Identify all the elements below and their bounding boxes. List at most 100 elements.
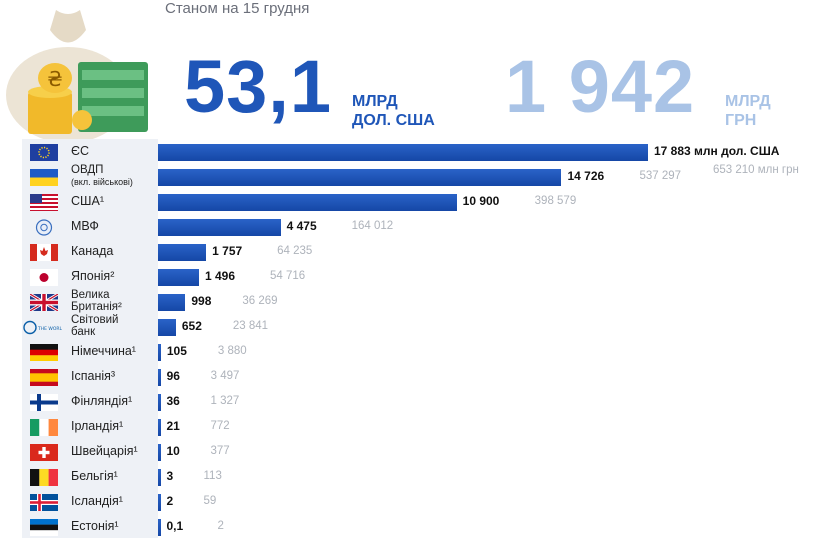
usd-value-label: 3: [166, 469, 174, 483]
japan-icon: [30, 269, 58, 286]
usa-icon: [30, 194, 58, 211]
uah-value-label: 54 716: [269, 270, 306, 282]
money-bag-icon: ₴: [6, 10, 148, 142]
bar: [158, 369, 161, 386]
usd-value-label: 0,1: [166, 519, 184, 533]
imf-icon: [30, 219, 58, 236]
usd-value-label: 96: [166, 369, 180, 383]
uah-total-note: 653 210 млн грн: [713, 164, 799, 176]
chart-row: Японія² 1 496 54 716: [0, 265, 819, 290]
row-label: Іспанія³: [71, 369, 116, 383]
switzerland-icon: [30, 444, 58, 461]
uah-value-label: 64 235: [277, 245, 313, 257]
total-usd-unit: МЛРД ДОЛ. США: [352, 93, 435, 129]
row-label: Естонія¹: [71, 519, 119, 533]
chart-row: Німеччина¹ 105 3 880: [0, 340, 819, 365]
svg-text:₴: ₴: [47, 67, 62, 91]
row-label: Світовий банк: [71, 314, 119, 338]
row-label: Велика Британія²: [71, 289, 122, 313]
chart-row: Іспанія³ 96 3 497: [0, 365, 819, 390]
chart-row: США¹ 10 900 398 579: [0, 190, 819, 215]
chart-row: Фінляндія¹ 36 1 327: [0, 390, 819, 415]
chart-row: Швейцарія¹ 10 377: [0, 440, 819, 465]
uah-value-label: 3 880: [217, 345, 247, 357]
uah-value-label: 164 012: [351, 220, 394, 232]
uah-value-label: 23 841: [232, 320, 269, 332]
chart-row: Ісландія¹ 2 59: [0, 490, 819, 515]
uah-value-label: 377: [210, 445, 230, 457]
usd-value-label: 21: [166, 419, 180, 433]
chart-row: ОВДП (вкл. військові) 14 726 537 297: [0, 164, 819, 190]
chart-row: Ірландія¹ 21 772: [0, 415, 819, 440]
uah-value-label: 772: [210, 420, 230, 432]
belgium-icon: [30, 469, 58, 486]
usd-value-label: 1 757: [212, 244, 243, 258]
uk-icon: [30, 294, 58, 311]
chart-row: МВФ 4 475 164 012: [0, 215, 819, 240]
usd-value-label: 10 900: [462, 194, 500, 208]
total-uah-unit: МЛРД ГРН: [725, 93, 771, 129]
usd-value-label: 105: [166, 344, 187, 358]
row-label: Канада: [71, 244, 114, 258]
uah-value-label: 36 269: [242, 295, 278, 307]
uah-value-label: 398 579: [534, 195, 577, 207]
bar: [158, 319, 176, 336]
ukraine-icon: [30, 169, 58, 186]
row-label: Фінляндія¹: [71, 394, 133, 408]
bar: [158, 444, 161, 461]
row-label: Ірландія¹: [71, 419, 124, 433]
chart-row: Естонія¹ 0,1 2: [0, 515, 819, 540]
bar: [158, 194, 457, 211]
ireland-icon: [30, 419, 58, 436]
iceland-icon: [30, 494, 58, 511]
uah-value-label: 3 497: [210, 370, 240, 382]
row-label: ЄС: [71, 144, 90, 158]
usd-value-label: 1 496: [204, 269, 236, 283]
bar: [158, 469, 161, 486]
usd-value-label: 17 883 млн дол. США: [654, 144, 780, 158]
bar: [158, 269, 199, 286]
row-label: МВФ: [71, 219, 99, 233]
chart-row: Бельгія¹ 3 113: [0, 465, 819, 490]
chart-row: Велика Британія² 998 36 269: [0, 289, 819, 315]
uah-value-label: 113: [203, 470, 222, 482]
bar: [158, 219, 281, 236]
estonia-icon: [30, 519, 58, 536]
usd-value-label: 652: [181, 319, 202, 333]
germany-icon: [30, 344, 58, 361]
subtitle: Станом на 15 грудня: [165, 0, 310, 17]
uah-value-label: 2: [217, 520, 224, 532]
svg-text:THE WORLD BANK: THE WORLD BANK: [37, 326, 62, 332]
usd-value-label: 4 475: [286, 219, 317, 233]
row-label: Бельгія¹: [71, 469, 118, 483]
bar: [158, 169, 562, 186]
usd-value-label: 14 726: [567, 169, 605, 183]
bar: [158, 294, 186, 311]
usd-value-label: 998: [191, 294, 212, 308]
bar: [158, 144, 648, 161]
bar: [158, 519, 161, 536]
bar: [158, 394, 161, 411]
canada-icon: [30, 244, 58, 261]
total-usd-value: 53,1: [184, 45, 333, 128]
uah-value-label: 537 297: [639, 170, 682, 182]
uah-value-label: 59: [203, 495, 217, 507]
bar: [158, 494, 161, 511]
row-label: ОВДП (вкл. військові): [71, 164, 133, 187]
bar: [158, 244, 207, 261]
row-label: США¹: [71, 194, 104, 208]
usd-value-label: 10: [166, 444, 180, 458]
usd-value-label: 36: [166, 394, 180, 408]
spain-icon: [30, 369, 58, 386]
row-label: Швейцарія¹: [71, 444, 138, 458]
total-uah-value: 1 942: [505, 45, 696, 128]
row-label: Німеччина¹: [71, 344, 136, 358]
usd-value-label: 2: [166, 494, 174, 508]
finland-icon: [30, 394, 58, 411]
row-label: Японія²: [71, 269, 115, 283]
chart-row: ЄС 17 883 млн дол. США: [0, 140, 819, 165]
row-label: Ісландія¹: [71, 494, 123, 508]
bar: [158, 419, 161, 436]
world-bank-icon: THE WORLD BANK: [22, 319, 62, 336]
